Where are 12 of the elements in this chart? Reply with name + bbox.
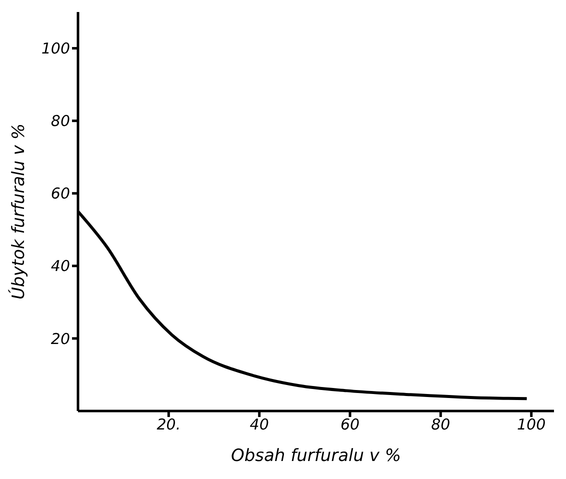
x-tick-label: 40 — [250, 416, 269, 434]
x-tick-label: 80 — [431, 416, 450, 434]
x-axis-title: Obsah furfuralu v % — [230, 446, 402, 466]
x-tick-label: 20. — [156, 416, 181, 434]
x-tick-label: 60 — [340, 416, 360, 434]
x-tick-label: 100 — [517, 416, 546, 434]
y-axis-title: Úbytok furfuralu v % — [8, 123, 30, 300]
y-tick-label: 20 — [50, 330, 70, 348]
y-tick-label: 100 — [41, 40, 70, 58]
y-tick-label: 60 — [50, 184, 70, 203]
y-tick-label: 40 — [50, 257, 70, 276]
y-tick-label: 80 — [50, 112, 70, 130]
